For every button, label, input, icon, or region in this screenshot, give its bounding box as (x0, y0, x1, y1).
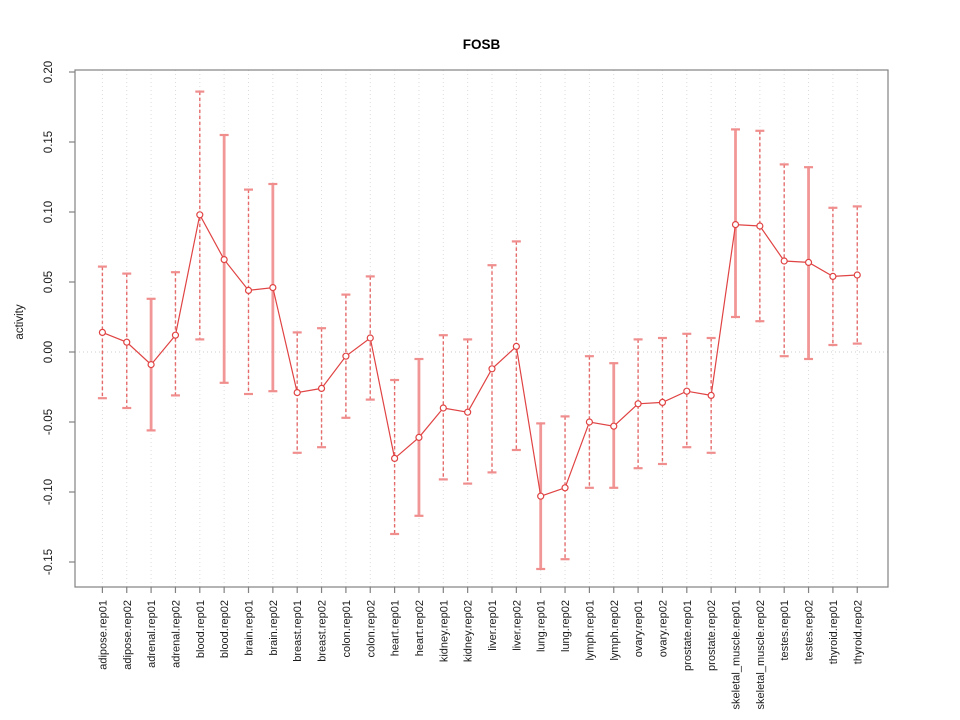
y-tick-label: 0.15 (43, 131, 55, 153)
data-point-marker (780, 257, 788, 265)
data-point-marker (707, 391, 715, 399)
y-tick-label: -0.10 (43, 479, 55, 505)
plot-box (74, 69, 889, 588)
data-point-marker (585, 418, 594, 426)
x-tick-label: lung.rep01 (536, 600, 548, 652)
data-point-marker (610, 422, 618, 430)
x-tick-label: testes.rep01 (779, 600, 791, 661)
x-tick-label: colon.rep02 (365, 600, 377, 658)
data-point-marker (731, 221, 740, 229)
x-tick-label: breast.rep01 (292, 600, 304, 662)
x-tick-label: brain.rep01 (244, 600, 256, 656)
data-point-marker (804, 258, 813, 266)
data-point-marker (756, 222, 764, 230)
y-tick-label: 0.10 (43, 201, 55, 223)
x-tick-label: liver.rep01 (487, 600, 499, 651)
data-point-marker (537, 492, 545, 500)
data-point-marker (853, 271, 861, 279)
data-point-marker (98, 328, 107, 336)
y-tick-label: -0.15 (43, 549, 55, 575)
x-tick-label: heart.rep01 (390, 600, 402, 656)
x-tick-label: prostate.rep01 (682, 600, 694, 671)
data-point-marker (366, 334, 374, 342)
data-point-marker (683, 387, 691, 395)
x-tick-label: lymph.rep02 (609, 600, 621, 661)
data-point-marker (512, 342, 520, 350)
x-tick-label: colon.rep01 (341, 600, 353, 658)
data-point-marker (561, 484, 569, 492)
data-point-marker (464, 408, 472, 416)
data-point-marker (634, 400, 642, 408)
x-tick-label: lung.rep02 (560, 600, 572, 652)
data-point-marker (196, 211, 204, 219)
x-tick-label: lymph.rep01 (584, 600, 596, 661)
data-point-marker (123, 338, 131, 346)
x-tick-label: thyroid.rep01 (828, 600, 840, 664)
x-tick-label: breast.rep02 (317, 600, 329, 662)
y-tick-label: 0.20 (43, 61, 55, 83)
data-point-marker (829, 272, 837, 280)
x-tick-label: testes.rep02 (804, 600, 816, 661)
data-point-marker (439, 404, 447, 412)
data-line (102, 213, 858, 497)
x-tick-label: kidney.rep02 (463, 600, 475, 662)
x-tick-label: kidney.rep01 (438, 600, 450, 662)
x-tick-label: adipose.rep01 (97, 600, 109, 670)
data-point-marker (342, 352, 350, 360)
x-tick-label: heart.rep02 (414, 600, 426, 656)
x-tick-label: ovary.rep02 (657, 600, 669, 657)
x-tick-label: blood.rep01 (195, 600, 207, 658)
data-point-marker (658, 398, 667, 406)
x-tick-label: liver.rep02 (511, 600, 523, 651)
data-point-marker (171, 331, 180, 339)
data-point-marker (317, 384, 326, 392)
x-tick-label: skeletal_muscle.rep02 (755, 600, 767, 709)
data-point-marker (269, 284, 277, 292)
x-tick-label: ovary.rep01 (633, 600, 645, 657)
x-tick-label: skeletal_muscle.rep01 (731, 600, 743, 709)
data-point-marker (391, 454, 399, 462)
x-tick-label: brain.rep02 (268, 600, 280, 656)
x-tick-label: blood.rep02 (219, 600, 231, 658)
x-tick-label: thyroid.rep02 (852, 600, 864, 664)
y-tick-label: 0.05 (43, 271, 55, 293)
data-point-marker (220, 256, 228, 264)
data-point-marker (293, 389, 301, 397)
data-point-marker (244, 286, 253, 294)
x-tick-label: prostate.rep02 (706, 600, 718, 671)
data-point-marker (488, 365, 496, 373)
x-tick-label: adipose.rep02 (122, 600, 134, 670)
x-tick-label: adrenal.rep02 (170, 600, 182, 668)
data-point-marker (415, 433, 423, 441)
y-tick-label: 0.00 (43, 341, 55, 363)
x-tick-label: adrenal.rep01 (146, 600, 158, 668)
data-point-marker (147, 361, 155, 369)
chart-title: FOSB (462, 37, 501, 52)
y-tick-label: -0.05 (43, 409, 55, 435)
